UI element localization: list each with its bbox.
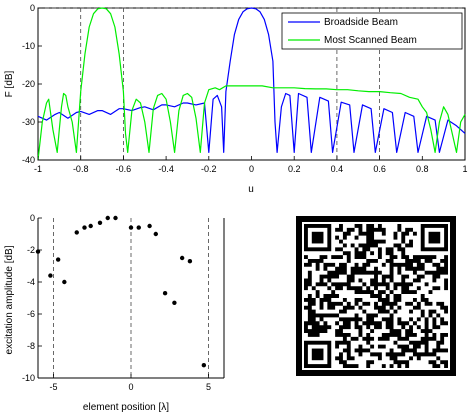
top-x-tick-label: 0.4 [331,164,344,174]
top-x-tick-label: -0.8 [73,164,89,174]
excitation-plot: -5 0 5 0 -2 -4 -6 -8 -10 element position [λ] e… [4,213,225,413]
top-x-tick-label: 0.6 [373,164,386,174]
top-legend: Broadside Beam Most Scanned Beam [281,12,463,50]
series-line-broadside [37,7,466,153]
bottom-x-tick-label: 5 [206,382,211,392]
excitation-point [35,249,41,254]
excitation-point [62,279,67,285]
legend-box [281,12,463,50]
array-factor-plot: -1 -0.8 -0.6 -0.4 -0.2 0 0.2 0.4 0.6 0.8 1 0 -10 -20… [4,3,468,195]
top-y-tick-label: 0 [30,3,35,13]
excitation-point [113,215,118,221]
top-x-tick-label: 0.2 [288,164,301,174]
legend-label-scanned: Most Scanned Beam [324,35,417,46]
top-x-tick-label: -0.6 [116,164,132,174]
excitation-point [147,223,152,229]
qr-finder-top-right-core [428,231,441,244]
excitation-point [88,223,93,229]
qr-finder-bottom-left-core [311,348,324,361]
bottom-x-tick-label: 0 [128,382,133,392]
top-x-axis-label: u [248,184,254,195]
top-x-tick-label: 1 [462,164,467,174]
top-x-tick-label: -0.4 [158,164,174,174]
excitation-point [48,273,53,278]
top-y-axis-label: F [dB] [4,70,15,97]
excitation-point [55,257,61,262]
excitation-point [187,259,193,264]
bottom-y-tick-label: -2 [27,245,35,255]
top-x-tick-label: -1 [34,164,42,174]
series-line-scanned [37,7,466,161]
excitation-point [179,255,185,261]
excitation-point [162,291,168,296]
top-y-tick-label: -10 [22,41,35,51]
bottom-y-tick-label: -8 [27,341,35,351]
bottom-y-axis-label: excitation amplitude [dB] [4,245,15,354]
bottom-x-tick-label: -5 [49,382,57,392]
top-y-tick-label: -40 [22,155,35,165]
excitation-point [82,225,87,230]
bottom-y-tick-label: -10 [22,373,35,383]
legend-label-broadside: Broadside Beam [324,17,398,28]
excitation-point [136,225,141,230]
qr-finder-top-left-core [311,231,324,244]
bottom-x-axis-label: element position [λ] [83,402,169,413]
excitation-point [97,220,103,225]
qr-code-image [296,216,456,376]
excitation-point [128,225,134,230]
top-x-tick-label: 0.8 [416,164,429,174]
bottom-y-tick-label: -6 [27,309,35,319]
top-y-tick-label: -30 [22,117,35,127]
bottom-y-tick-label: 0 [30,213,35,223]
excitation-point [74,230,79,235]
excitation-point [201,363,207,368]
bottom-y-tick-label: -4 [27,277,35,287]
top-y-tick-label: -20 [22,79,35,89]
qr-data-modules [304,224,448,368]
top-x-tick-label: 0 [249,164,254,174]
excitation-point [172,300,177,305]
excitation-point [105,215,110,221]
top-x-tick-label: -0.2 [201,164,217,174]
excitation-point [153,231,158,237]
